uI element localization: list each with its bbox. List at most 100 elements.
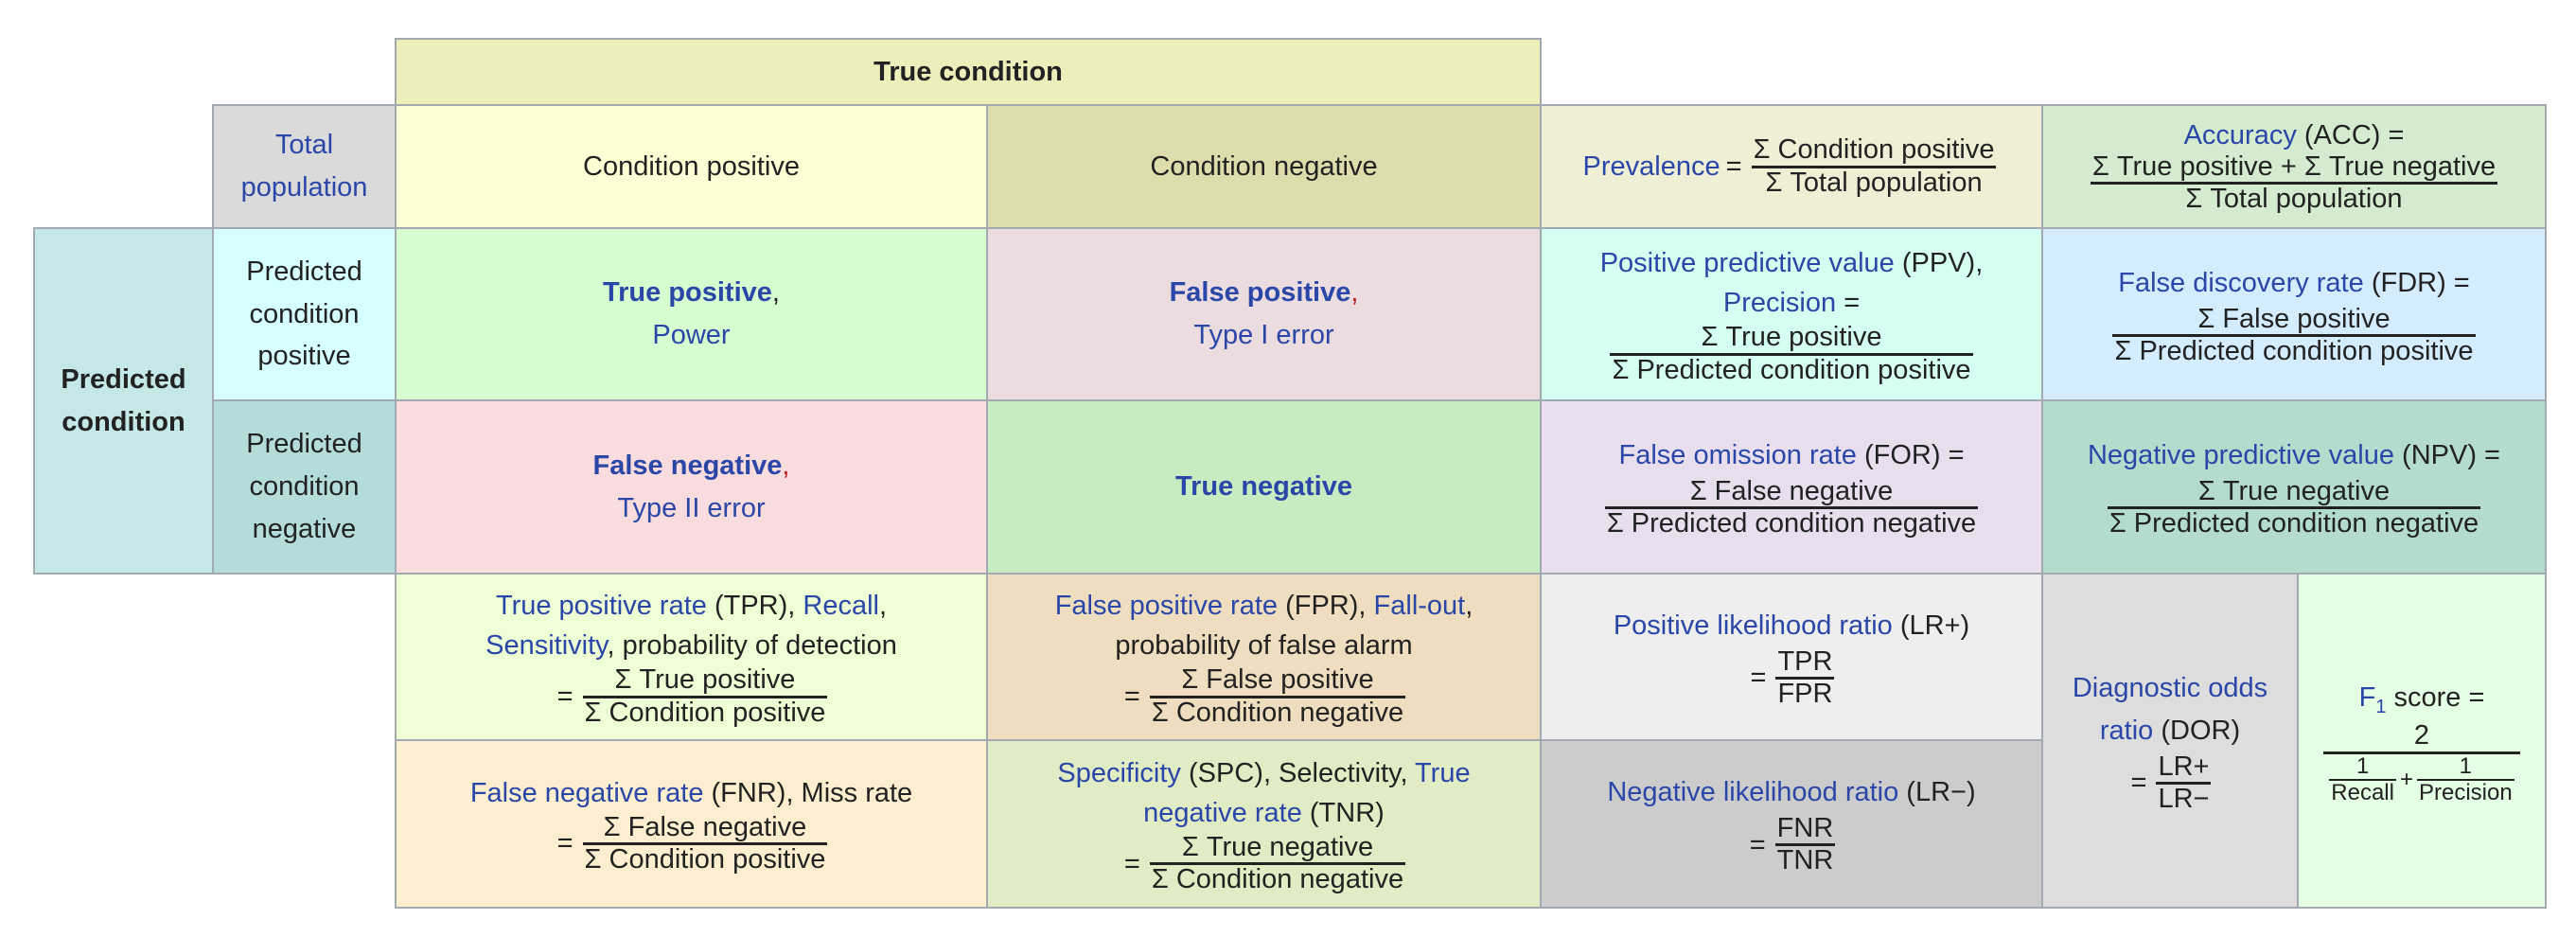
precision-fraction: 1 Precision xyxy=(2417,752,2514,805)
denominator: Σ Total population xyxy=(2090,181,2498,214)
numerator: Σ True negative xyxy=(1181,831,1374,862)
denominator: Σ Predicted condition positive xyxy=(2112,333,2476,366)
comma: , xyxy=(879,591,888,622)
denominator: 1 Recall + 1 Precision xyxy=(2323,751,2520,805)
fnr-abbr: (FNR), Miss rate xyxy=(703,777,913,808)
equals: = xyxy=(1725,150,1742,182)
ppv-link[interactable]: Positive predictive value xyxy=(1599,248,1895,279)
numerator: LR+ xyxy=(2158,751,2210,782)
predicted-condition-header: Predicted condition xyxy=(33,227,214,575)
npv-abbr: (NPV) = xyxy=(2394,440,2500,471)
for-abbr: (FOR) = xyxy=(1856,440,1965,471)
denominator: LR− xyxy=(2156,781,2212,814)
accuracy-link[interactable]: Accuracy xyxy=(2183,119,2297,150)
f1-fraction: 2 1 Recall + 1 Precision xyxy=(2323,720,2520,805)
false-negative-link[interactable]: False negative xyxy=(592,450,783,481)
denominator: FPR xyxy=(1775,676,1835,709)
dor-link[interactable]: Diagnostic odds ratio xyxy=(2072,672,2268,746)
numerator: Σ True positive xyxy=(614,664,796,696)
ppv-fraction: Σ True positive Σ Predicted condition pos… xyxy=(1610,322,1973,385)
numerator: 1 xyxy=(2459,752,2473,779)
tnr-abbr: (TNR) xyxy=(1301,797,1385,828)
predicted-positive-header: Predicted condition positive xyxy=(212,227,397,401)
comma: , xyxy=(1350,277,1359,309)
true-condition-header: True condition xyxy=(395,38,1542,106)
false-positive-link[interactable]: False positive xyxy=(1169,277,1351,309)
lr-negative-link[interactable]: Negative likelihood ratio xyxy=(1607,777,1899,808)
fnr-fraction: Σ False negative Σ Condition positive xyxy=(582,812,828,875)
denominator: Σ Condition negative xyxy=(1149,695,1406,728)
specificity-link[interactable]: Specificity xyxy=(1057,757,1181,788)
fnr-link[interactable]: False negative rate xyxy=(469,777,704,808)
numerator: Σ False positive xyxy=(2197,303,2391,334)
fall-out-link[interactable]: Fall-out xyxy=(1373,591,1466,622)
fdr-link[interactable]: False discovery rate xyxy=(2118,267,2364,298)
dor-fraction: LR+ LR− xyxy=(2156,751,2212,815)
false-negative-cell: False negative, Type II error xyxy=(395,399,988,575)
dor-cell: Diagnostic odds ratio (DOR) = LR+ LR− xyxy=(2041,573,2299,909)
lr-negative-abbr: (LR−) xyxy=(1898,777,1976,808)
comma: , xyxy=(1465,591,1473,622)
fdr-abbr: (FDR) = xyxy=(2363,267,2470,298)
predicted-condition-label: Predicted condition xyxy=(61,363,186,437)
lr-positive-link[interactable]: Positive likelihood ratio xyxy=(1613,610,1893,641)
f1-score-link[interactable]: F1 xyxy=(2358,681,2387,717)
denominator: Σ Total population xyxy=(1751,165,1997,198)
npv-link[interactable]: Negative predictive value xyxy=(2087,440,2394,471)
accuracy-fraction: Σ True positive + Σ True negative Σ Total… xyxy=(2090,151,2498,215)
fpr-link[interactable]: False positive rate xyxy=(1054,591,1279,622)
comma: , xyxy=(771,277,780,309)
true-condition-label: True condition xyxy=(873,56,1063,87)
tpr-rest: , probability of detection xyxy=(607,630,897,662)
equals: = xyxy=(556,681,573,713)
tpr-fraction: Σ True positive Σ Condition positive xyxy=(582,664,828,728)
numerator: Σ False positive xyxy=(1181,664,1374,696)
denominator: Σ Predicted condition negative xyxy=(1604,506,1979,539)
fpr-abbr: (FPR), xyxy=(1278,591,1374,622)
condition-negative-header: Condition negative xyxy=(986,104,1542,229)
equals: = xyxy=(1123,848,1140,879)
sensitivity-link[interactable]: Sensitivity xyxy=(485,630,608,662)
true-positive-link[interactable]: True positive xyxy=(603,277,772,309)
numerator: Σ Condition positive xyxy=(1753,134,1995,166)
equals: = xyxy=(1750,663,1767,693)
denominator: Σ Condition positive xyxy=(582,695,828,728)
fdr-cell: False discovery rate (FDR) = Σ False pos… xyxy=(2041,227,2547,401)
for-cell: False omission rate (FOR) = Σ False nega… xyxy=(1540,399,2043,575)
total-population-link[interactable]: Total population xyxy=(212,104,397,229)
true-negative-link[interactable]: True negative xyxy=(1175,471,1352,503)
total-population-label[interactable]: Total population xyxy=(240,130,368,203)
denominator: Σ Predicted condition negative xyxy=(2107,506,2481,539)
for-link[interactable]: False omission rate xyxy=(1618,440,1857,471)
f1-name[interactable]: F xyxy=(2358,681,2376,713)
denominator: Precision xyxy=(2417,778,2514,805)
condition-positive-header: Condition positive xyxy=(395,104,988,229)
tpr-link[interactable]: True positive rate xyxy=(495,591,707,622)
npv-fraction: Σ True negative Σ Predicted condition neg… xyxy=(2107,476,2481,539)
npv-cell: Negative predictive value (NPV) = Σ True… xyxy=(2041,399,2547,575)
numerator: 1 xyxy=(2355,752,2370,779)
prevalence-link[interactable]: Prevalence xyxy=(1582,150,1720,182)
precision-link[interactable]: Precision xyxy=(1722,288,1837,319)
numerator: 2 xyxy=(2413,720,2430,751)
denominator: Recall xyxy=(2329,778,2396,805)
denominator: Σ Condition negative xyxy=(1149,862,1406,895)
for-fraction: Σ False negative Σ Predicted condition ne… xyxy=(1604,476,1979,539)
tnr-link[interactable]: True negative rate xyxy=(1143,757,1471,828)
ppv-abbr: (PPV), xyxy=(1894,248,1984,279)
equals: = xyxy=(1123,681,1140,713)
recall-link[interactable]: Recall xyxy=(803,591,879,622)
condition-negative-label: Condition negative xyxy=(1150,150,1378,182)
type-i-error-link[interactable]: Type I error xyxy=(1193,320,1334,350)
fpr-fraction: Σ False positive Σ Condition negative xyxy=(1149,664,1406,728)
f1-rest: score = xyxy=(2386,681,2485,713)
spc-abbr: (SPC), Selectivity, xyxy=(1180,757,1416,788)
lr-positive-fraction: TPR FPR xyxy=(1775,646,1835,710)
type-ii-error-link[interactable]: Type II error xyxy=(617,492,766,523)
predicted-positive-label: Predicted condition positive xyxy=(246,256,362,372)
ppv-cell: Positive predictive value (PPV), Precisi… xyxy=(1540,227,2043,401)
recall-fraction: 1 Recall xyxy=(2329,752,2396,805)
power-link[interactable]: Power xyxy=(652,320,731,350)
f1-score-cell: F1 score = 2 1 Recall + 1 Precision xyxy=(2297,573,2547,909)
spc-cell: Specificity (SPC), Selectivity, True neg… xyxy=(986,739,1542,909)
